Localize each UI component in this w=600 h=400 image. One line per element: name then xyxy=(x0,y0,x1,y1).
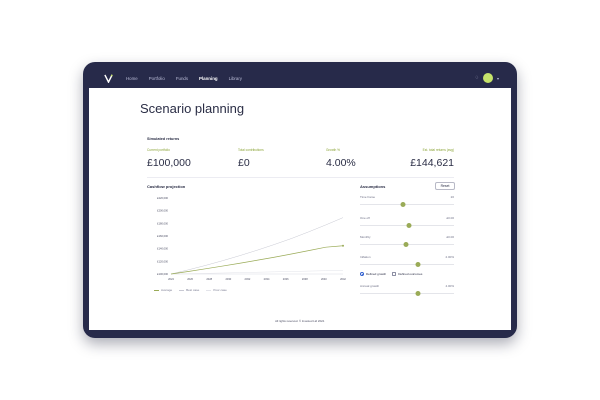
x-tick-label: 2042 xyxy=(340,277,346,281)
slider-thumb[interactable] xyxy=(403,242,409,247)
slider-label: Inflation xyxy=(360,255,371,259)
stat-value: £0 xyxy=(238,157,250,169)
slider-thumb[interactable] xyxy=(415,291,421,296)
slider-track[interactable] xyxy=(360,223,454,228)
stat-label: Total contributions xyxy=(238,148,264,152)
legend-item: Average xyxy=(154,288,172,292)
slider-one-off: One off £0.00 xyxy=(360,216,454,228)
assumptions-title: Assumptions xyxy=(360,184,386,189)
legend-item: Poor case xyxy=(206,288,227,292)
y-tick-label: £220,000 xyxy=(157,196,168,200)
slider-label: Time frame xyxy=(360,195,376,199)
nav-planning[interactable]: Planning xyxy=(199,75,218,81)
slider-time-frame: Time frame 20 xyxy=(360,195,454,207)
page-title: Scenario planning xyxy=(140,101,245,116)
legend-swatch xyxy=(154,289,159,291)
x-tick-label: 2038 xyxy=(302,277,308,281)
nav-home[interactable]: Home xyxy=(126,75,138,81)
y-tick-label: £100,000 xyxy=(157,272,168,276)
slider-thumb[interactable] xyxy=(415,262,421,267)
chart-legend: Average Best case Poor case xyxy=(154,288,227,292)
slider-track[interactable] xyxy=(360,202,454,207)
nav-portfolio[interactable]: Portfolio xyxy=(148,75,165,81)
y-tick-label: £160,000 xyxy=(157,234,168,238)
nav-library[interactable]: Library xyxy=(228,75,242,81)
slider-label: One off xyxy=(360,216,370,220)
slider-value: £0.00 xyxy=(446,216,454,220)
stat-value: £144,621 xyxy=(410,157,454,169)
x-tick-label: 2028 xyxy=(206,277,212,281)
slider-value: 20 xyxy=(450,195,454,199)
stat-est-total-returns: Est. total returns (avg) £144,621 xyxy=(389,148,454,169)
slider-thumb[interactable] xyxy=(406,223,412,228)
radio-selected-icon[interactable] xyxy=(360,272,364,276)
app-screen: Scenario planning Simulated returns Curr… xyxy=(89,88,511,330)
slider-label: Annual growth xyxy=(360,284,380,288)
legend-label: Poor case xyxy=(213,288,227,292)
avatar[interactable] xyxy=(482,73,493,83)
slider-annual-growth: Annual growth 4.00% xyxy=(360,284,454,296)
growth-mode-options: Defined growth Defined outcomes xyxy=(360,272,422,276)
cashflow-title: Cashflow projection xyxy=(147,184,186,189)
stat-value: 4.00% xyxy=(326,157,356,169)
series-line-best-case xyxy=(170,217,344,275)
slider-monthly: Monthly £0.00 xyxy=(360,235,454,247)
x-tick-label: 2032 xyxy=(245,277,251,281)
slider-track[interactable] xyxy=(360,262,454,267)
footer-text: All rights reserved. © Invested Ltd 2024… xyxy=(275,319,325,323)
cashflow-chart: £100,000 £120,000 £140,000 £160,000 £180,000… xyxy=(157,196,346,281)
legend-swatch xyxy=(179,289,185,291)
account-area: ♢ ▾ xyxy=(474,73,499,83)
slider-label: Monthly xyxy=(360,235,371,239)
stat-current-portfolio: Current portfolio £100,000 xyxy=(147,148,191,169)
series-endpoint-average xyxy=(342,244,344,247)
legend-label: Best case xyxy=(186,288,200,292)
y-tick-label: £120,000 xyxy=(157,259,168,263)
y-tick-label: £200,000 xyxy=(157,209,168,213)
x-tick-label: 2026 xyxy=(187,277,193,281)
bell-icon[interactable]: ♢ xyxy=(474,75,479,81)
simulated-returns-heading: Simulated returns xyxy=(147,137,180,141)
defined-growth-radio[interactable]: Defined growth xyxy=(360,272,386,276)
y-tick-label: £180,000 xyxy=(157,221,168,225)
x-tick-label: 2034 xyxy=(264,277,270,281)
y-tick-label: £140,000 xyxy=(157,247,168,251)
slider-value: £0.00 xyxy=(446,235,454,239)
divider xyxy=(147,177,454,178)
slider-value: 4.00% xyxy=(445,284,454,288)
slider-value: 2.00% xyxy=(445,255,454,259)
stat-total-contributions: Total contributions £0 xyxy=(238,148,264,169)
series-line-poor-case xyxy=(170,270,344,275)
series-line-average xyxy=(170,245,344,275)
stat-growth: Growth % 4.00% xyxy=(326,148,356,169)
checkbox-label: Defined outcomes xyxy=(398,272,423,276)
x-tick-label: 2030 xyxy=(225,277,231,281)
legend-label: Average xyxy=(161,288,173,292)
slider-track[interactable] xyxy=(360,242,454,247)
legend-item: Best case xyxy=(179,288,199,292)
slider-thumb[interactable] xyxy=(400,202,406,207)
checkbox-icon[interactable] xyxy=(392,272,397,276)
nav-funds[interactable]: Funds xyxy=(175,75,189,81)
radio-label: Defined growth xyxy=(366,272,387,276)
top-navigation: Home Portfolio Funds Planning Library ♢ … xyxy=(89,68,511,88)
chevron-down-icon[interactable]: ▾ xyxy=(496,75,499,81)
defined-outcomes-checkbox[interactable]: Defined outcomes xyxy=(392,272,422,276)
slider-inflation: Inflation 2.00% xyxy=(360,255,454,267)
reset-button[interactable]: Reset xyxy=(435,182,455,190)
x-tick-label: 2036 xyxy=(283,277,289,281)
stat-label: Growth % xyxy=(326,148,340,152)
stat-label: Est. total returns (avg) xyxy=(422,148,454,152)
slider-track[interactable] xyxy=(360,291,454,296)
brand-logo[interactable] xyxy=(104,74,116,83)
stat-value: £100,000 xyxy=(147,157,191,169)
legend-swatch xyxy=(206,289,212,291)
stat-label: Current portfolio xyxy=(147,148,170,152)
x-tick-label: 2024 xyxy=(168,277,174,281)
x-tick-label: 2040 xyxy=(321,277,327,281)
